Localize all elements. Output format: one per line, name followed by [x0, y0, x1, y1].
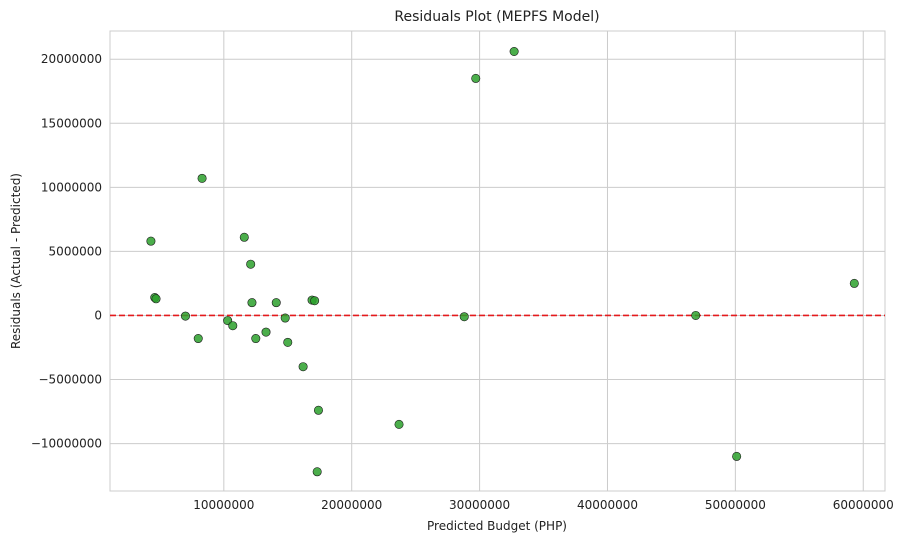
- data-point: [180, 311, 190, 321]
- data-point: [509, 47, 519, 57]
- y-tick-label: 15000000: [41, 116, 102, 130]
- data-point: [247, 298, 257, 308]
- x-tick-label: 10000000: [193, 498, 254, 512]
- data-point: [459, 312, 469, 322]
- chart-title: Residuals Plot (MEPFS Model): [394, 9, 599, 25]
- y-axis-label: Residuals (Actual - Predicted): [9, 173, 23, 349]
- y-tick-label: −5000000: [39, 373, 103, 387]
- plot-frame: [109, 30, 886, 492]
- data-point: [146, 236, 156, 246]
- data-point: [298, 362, 308, 372]
- data-point: [312, 467, 322, 477]
- y-tick-label: 20000000: [41, 52, 102, 66]
- y-tick-label: 0: [94, 308, 102, 322]
- data-point: [471, 73, 481, 83]
- data-point: [271, 298, 281, 308]
- data-points: [146, 47, 859, 477]
- data-point: [193, 334, 203, 344]
- data-point: [394, 419, 404, 429]
- data-point: [732, 451, 742, 461]
- data-point: [261, 327, 271, 337]
- data-point: [313, 405, 323, 415]
- x-tick-label: 50000000: [705, 498, 766, 512]
- x-axis-ticks: 10000000 20000000 30000000 40000000 50000000…: [193, 498, 894, 512]
- data-point: [251, 334, 261, 344]
- data-point: [239, 232, 249, 242]
- data-point: [849, 278, 859, 288]
- x-tick-label: 40000000: [577, 498, 638, 512]
- x-tick-label: 20000000: [321, 498, 382, 512]
- y-tick-label: 5000000: [49, 244, 102, 258]
- data-point: [197, 173, 207, 183]
- data-point: [691, 310, 701, 320]
- data-point: [246, 259, 256, 269]
- data-point: [280, 313, 290, 323]
- data-point: [228, 321, 238, 331]
- x-axis-label: Predicted Budget (PHP): [427, 519, 567, 533]
- y-tick-label: −10000000: [31, 437, 102, 451]
- x-tick-label: 30000000: [449, 498, 510, 512]
- y-tick-label: 10000000: [41, 180, 102, 194]
- data-point: [151, 294, 161, 304]
- data-point: [310, 296, 320, 306]
- y-axis-ticks: −10000000 −5000000 0 5000000 10000000 1500000…: [31, 52, 102, 450]
- data-point: [283, 337, 293, 347]
- x-tick-label: 60000000: [833, 498, 894, 512]
